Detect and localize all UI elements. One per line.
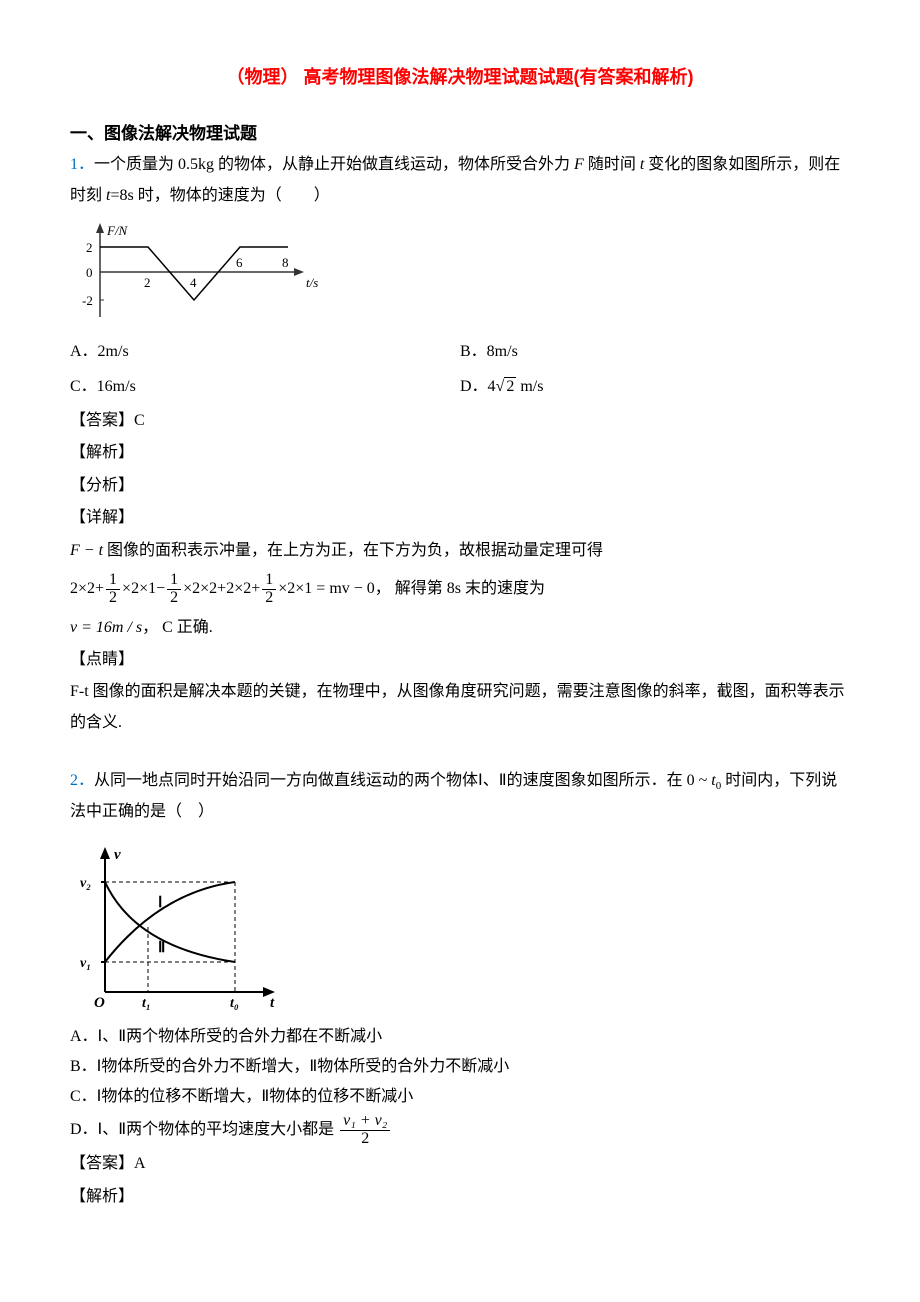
q1-options-row2: C．16m/s D．4√2 m/s	[70, 372, 850, 402]
q2-text-a: 从同一地点同时开始沿同一方向做直线运动的两个物体Ⅰ、Ⅱ的速度图象如图所示．在	[94, 772, 687, 789]
label-I: Ⅰ	[158, 895, 162, 911]
Ft-label: F − t	[70, 542, 103, 559]
data-line	[100, 247, 288, 300]
x-label: t/s	[306, 275, 318, 290]
curve-II	[105, 882, 235, 962]
q2-option-c: C．Ⅰ物体的位移不断增大，Ⅱ物体的位移不断减小	[70, 1082, 850, 1112]
x-arrow	[294, 268, 304, 276]
q2-option-d: D．Ⅰ、Ⅱ两个物体的平均速度大小都是 v₁ + v₂2	[70, 1113, 850, 1148]
q2-jiexi: 【解析】	[70, 1182, 850, 1212]
y-label: v	[114, 847, 121, 863]
q1-text-d: =8s 时，物体的速度为（ ）	[110, 187, 329, 204]
q2-chart: v t O v₂ v₁ t₁ t₀ Ⅰ Ⅱ	[70, 842, 850, 1012]
q1-options-row1: A．2m/s B．8m/s	[70, 337, 850, 367]
ytick-neg2: -2	[82, 293, 93, 308]
frac2-den: 2	[167, 590, 181, 607]
answer-label: 【答案】	[70, 1155, 134, 1172]
eq2-val: v = 16m / s	[70, 619, 142, 636]
section-heading: 一、图像法解决物理试题	[70, 118, 850, 150]
frac1-num: 1	[106, 572, 120, 590]
ytick-v2: v₂	[80, 876, 91, 891]
xtick-t1: t₁	[142, 996, 151, 1011]
label-II: Ⅱ	[158, 940, 165, 956]
q1-text-a: 一个质量为 0.5kg 的物体，从静止开始做直线运动，物体所受合外力	[94, 156, 574, 173]
y-arrow	[96, 223, 104, 233]
y-arrow	[100, 847, 110, 859]
xtick-6: 6	[236, 255, 243, 270]
q1-number: 1．	[70, 156, 94, 173]
xtick-4: 4	[190, 275, 197, 290]
eq-tail: ， 解得第 8s 末的速度为	[375, 580, 545, 597]
eq-t2: ×2×1−	[122, 580, 165, 597]
q2-option-a: A．Ⅰ、Ⅱ两个物体所受的合外力都在不断减小	[70, 1022, 850, 1052]
q1-option-c: C．16m/s	[70, 372, 460, 402]
q1-jiexi: 【解析】	[70, 438, 850, 468]
eq2-tail: ， C 正确.	[142, 619, 213, 636]
q2-answer: 【答案】A	[70, 1149, 850, 1179]
frac3-den: 2	[262, 590, 276, 607]
xtick-8: 8	[282, 255, 289, 270]
q1-answer: 【答案】C	[70, 406, 850, 436]
fracavg-num: v₁ + v₂	[340, 1113, 390, 1131]
eq-t4: ×2×1 = mv − 0	[278, 580, 375, 597]
x-label: t	[270, 995, 275, 1011]
frac-2: 12	[167, 572, 181, 607]
page-title: （物理） 高考物理图像法解决物理试题试题(有答案和解析)	[70, 60, 850, 94]
q1-option-a: A．2m/s	[70, 337, 460, 367]
q1-option-b: B．8m/s	[460, 337, 850, 367]
radicand: 2	[504, 377, 516, 395]
answer-val: A	[134, 1155, 146, 1172]
frac-3: 12	[262, 572, 276, 607]
fracavg-den: 2	[340, 1131, 390, 1148]
var-F: F	[574, 156, 584, 173]
q1-equation: 2×2+12×2×1−12×2×2+2×2+12×2×1 = mv − 0， 解…	[70, 572, 850, 607]
curve-I	[105, 882, 235, 962]
question-2: 2．从同一地点同时开始沿同一方向做直线运动的两个物体Ⅰ、Ⅱ的速度图象如图所示．在…	[70, 766, 850, 827]
frac3-num: 1	[262, 572, 276, 590]
q1-equation2: v = 16m / s， C 正确.	[70, 613, 850, 643]
frac2-num: 1	[167, 572, 181, 590]
optd-prefix: D．Ⅰ、Ⅱ两个物体的平均速度大小都是	[70, 1121, 338, 1138]
frac1-den: 2	[106, 590, 120, 607]
y-label: F/N	[106, 223, 129, 238]
q1-explain-line: F − t 图像的面积表示冲量，在上方为正，在下方为负，故根据动量定理可得	[70, 536, 850, 566]
ytick-0: 0	[86, 265, 93, 280]
q1-chart: F/N 2 0 -2 2 4 6 8 t/s	[70, 217, 850, 327]
answer-val: C	[134, 412, 145, 429]
xtick-2: 2	[144, 275, 151, 290]
q2-number: 2．	[70, 772, 94, 789]
spacer	[70, 738, 850, 766]
frac-1: 12	[106, 572, 120, 607]
q2-option-b: B．Ⅰ物体所受的合外力不断增大，Ⅱ物体所受的合外力不断减小	[70, 1052, 850, 1082]
ytick-2: 2	[86, 240, 93, 255]
optd-suffix: m/s	[516, 378, 543, 395]
eq-t3: ×2×2+2×2+	[183, 580, 260, 597]
q1-dianjing: 【点睛】	[70, 645, 850, 675]
q1-option-d: D．4√2 m/s	[460, 372, 850, 402]
question-1: 1．一个质量为 0.5kg 的物体，从静止开始做直线运动，物体所受合外力 F 随…	[70, 150, 850, 211]
optd-prefix: D．4	[460, 378, 496, 395]
answer-label: 【答案】	[70, 412, 134, 429]
q1-dianjing-text: F-t 图像的面积是解决本题的关键，在物理中，从图像角度研究问题，需要注意图像的…	[70, 677, 850, 738]
q1-xiangjie: 【详解】	[70, 503, 850, 533]
xtick-t0: t₀	[230, 996, 239, 1011]
origin: O	[94, 995, 105, 1011]
ytick-v1: v₁	[80, 956, 91, 971]
q1-fenxi: 【分析】	[70, 471, 850, 501]
eq-t1: 2×2+	[70, 580, 104, 597]
q1-text-b: 随时间	[584, 156, 640, 173]
frac-avg: v₁ + v₂2	[340, 1113, 390, 1148]
zero-to: 0 ~	[687, 772, 712, 789]
expl-text: 图像的面积表示冲量，在上方为正，在下方为负，故根据动量定理可得	[103, 542, 603, 559]
sqrt-icon: √2	[496, 372, 517, 402]
